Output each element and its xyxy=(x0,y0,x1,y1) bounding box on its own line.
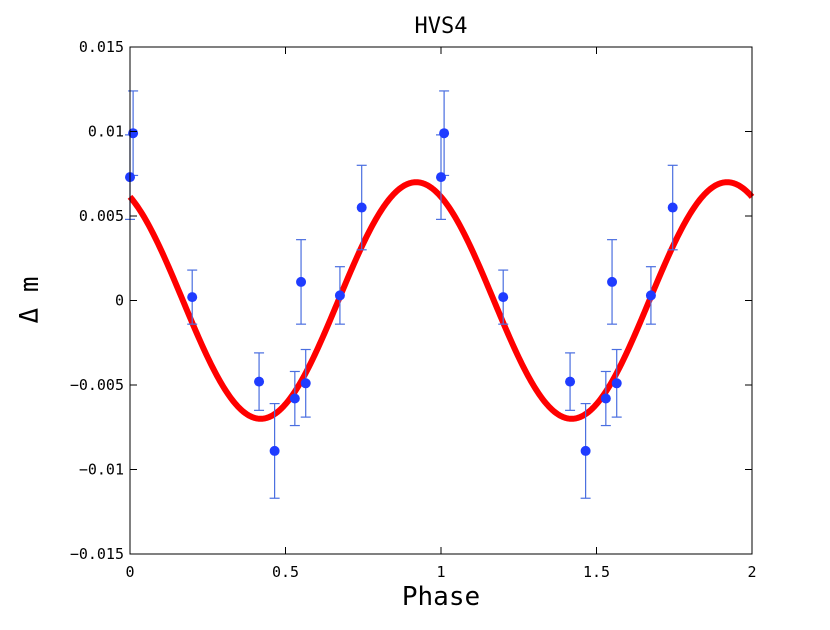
data-point xyxy=(600,393,611,404)
y-tick-label: −0.01 xyxy=(79,461,124,479)
data-point xyxy=(436,172,446,183)
axis-ticks xyxy=(129,46,753,555)
y-tick-label: −0.015 xyxy=(70,545,124,563)
x-tick-label: 1.5 xyxy=(583,563,610,581)
data-point xyxy=(645,290,656,301)
data-point-layer xyxy=(125,128,678,456)
y-tick-label: 0.01 xyxy=(88,123,124,141)
x-tick-label: 0.5 xyxy=(272,563,299,581)
data-point xyxy=(296,276,307,287)
data-point xyxy=(565,376,576,387)
data-point xyxy=(439,128,450,139)
data-point xyxy=(334,290,345,301)
y-tick-label: −0.005 xyxy=(70,376,124,394)
y-axis-label: Δ m xyxy=(15,277,45,324)
data-point xyxy=(580,445,591,456)
x-tick-label: 0 xyxy=(125,563,134,581)
data-point xyxy=(254,376,265,387)
data-point xyxy=(128,128,139,139)
data-point xyxy=(607,276,618,287)
data-point xyxy=(667,202,678,213)
x-axis-label: Phase xyxy=(402,582,480,612)
data-point xyxy=(269,445,280,456)
data-point xyxy=(611,378,622,389)
data-point xyxy=(356,202,367,213)
y-tick-label: 0 xyxy=(115,292,124,310)
data-point xyxy=(187,292,198,303)
plot-frame xyxy=(129,46,753,555)
x-tick-label: 2 xyxy=(747,563,756,581)
y-tick-label: 0.015 xyxy=(79,38,124,56)
errorbar-layer xyxy=(125,90,678,499)
y-tick-label: 0.005 xyxy=(79,207,124,225)
x-tick-labels: 0 0.5 1 1.5 2 xyxy=(125,563,756,581)
data-point xyxy=(300,378,311,389)
data-point xyxy=(498,292,509,303)
data-point xyxy=(289,393,300,404)
x-tick-label: 1 xyxy=(436,563,445,581)
y-tick-labels: 0.015 0.01 0.005 0 −0.005 −0.01 −0.015 xyxy=(70,38,124,563)
chart-title: HVS4 xyxy=(415,14,468,39)
